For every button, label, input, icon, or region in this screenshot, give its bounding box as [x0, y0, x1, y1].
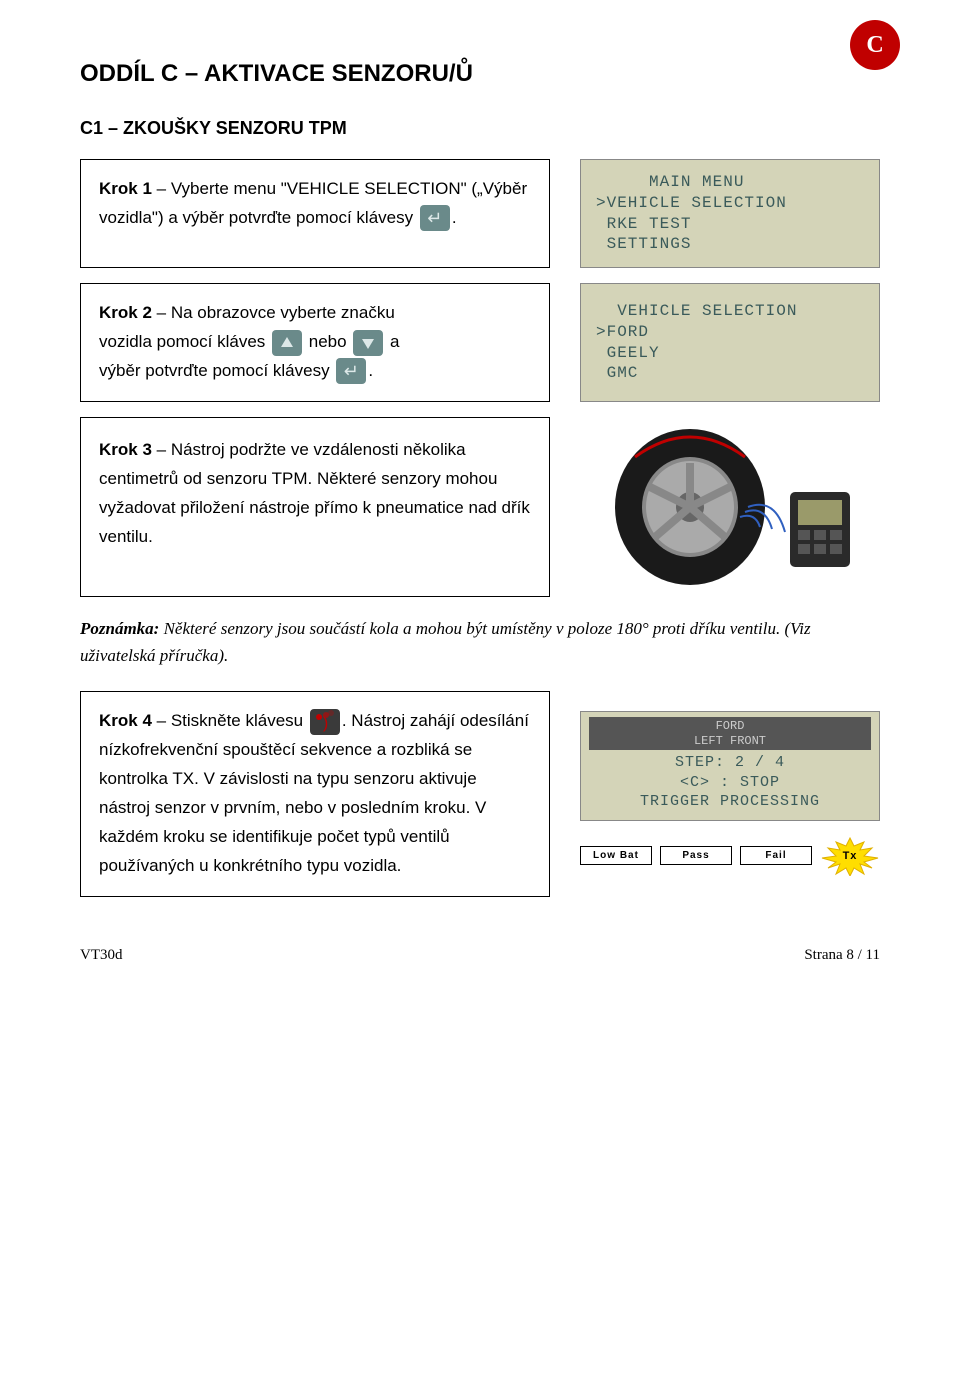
lcd-line: >FORD: [596, 322, 864, 343]
step4-label: Krok 4: [99, 711, 152, 730]
step2-box: Krok 2 – Na obrazovce vyberte značku voz…: [80, 283, 550, 402]
status-row: Low Bat Pass Fail Tx: [580, 836, 880, 876]
step4-t1: – Stiskněte klávesu: [152, 711, 308, 730]
signal-key-icon: [310, 709, 340, 735]
step1-label: Krok 1: [99, 179, 152, 198]
step2-after: .: [368, 361, 373, 380]
step3-row: Krok 3 – Nástroj podržte ve vzdálenosti …: [80, 417, 880, 597]
lcd-b3: TRIGGER PROCESSING: [589, 792, 871, 812]
lcd-h1: FORD: [589, 719, 871, 733]
down-key-icon: [353, 330, 383, 356]
status-fail: Fail: [740, 846, 812, 865]
lcd-b2: <C> : STOP: [589, 773, 871, 793]
lcd-b1: STEP: 2 / 4: [589, 753, 871, 773]
lcd-line: >VEHICLE SELECTION: [596, 193, 864, 214]
step2-t2: vozidla pomocí kláves: [99, 332, 270, 351]
step3-label: Krok 3: [99, 440, 152, 459]
tire-graphic: [580, 417, 880, 597]
enter-key-icon: [420, 205, 450, 231]
footer-right: Strana 8 / 11: [804, 947, 880, 964]
note-body: Některé senzory jsou součástí kola a moh…: [80, 619, 811, 665]
lcd-line: VEHICLE SELECTION: [596, 301, 864, 322]
page-footer: VT30d Strana 8 / 11: [80, 947, 880, 964]
page-title: ODDÍL C – AKTIVACE SENZORU/Ů: [80, 60, 880, 88]
step2-t5: výběr potvrďte pomocí klávesy: [99, 361, 334, 380]
up-key-icon: [272, 330, 302, 356]
note-text: Poznámka: Některé senzory jsou součástí …: [80, 615, 880, 669]
section-badge: C: [850, 20, 900, 70]
step1-text: – Vyberte menu "VEHICLE SELECTION" („Výb…: [99, 179, 527, 227]
step1-after: .: [452, 208, 457, 227]
status-tx-burst: Tx: [820, 836, 880, 876]
status-pass: Pass: [660, 846, 732, 865]
step2-row: Krok 2 – Na obrazovce vyberte značku voz…: [80, 283, 880, 402]
lcd-trigger: FORD LEFT FRONT STEP: 2 / 4 <C> : STOP T…: [580, 711, 880, 820]
lcd-line: MAIN MENU: [596, 172, 864, 193]
note-label: Poznámka:: [80, 619, 159, 638]
footer-left: VT30d: [80, 947, 123, 964]
lcd-h2: LEFT FRONT: [589, 734, 871, 748]
step4-box: Krok 4 – Stiskněte klávesu . Nástroj zah…: [80, 691, 550, 896]
enter-key-icon: [336, 358, 366, 384]
status-lowbat: Low Bat: [580, 846, 652, 865]
lcd-main-menu: MAIN MENU >VEHICLE SELECTION RKE TEST SE…: [580, 159, 880, 268]
step1-box: Krok 1 – Vyberte menu "VEHICLE SELECTION…: [80, 159, 550, 268]
step2-label: Krok 2: [99, 303, 152, 322]
lcd-line: GEELY: [596, 343, 864, 364]
tx-label: Tx: [843, 850, 858, 862]
step2-t4: a: [385, 332, 399, 351]
step4-t2: . Nástroj zahájí odesílání nízkofrekvenč…: [99, 711, 529, 874]
step2-t1: – Na obrazovce vyberte značku: [152, 303, 395, 322]
step4-right-panel: FORD LEFT FRONT STEP: 2 / 4 <C> : STOP T…: [580, 691, 880, 896]
lcd-line: SETTINGS: [596, 234, 864, 255]
step3-text: – Nástroj podržte ve vzdálenosti několik…: [99, 440, 530, 546]
lcd-body: STEP: 2 / 4 <C> : STOP TRIGGER PROCESSIN…: [589, 753, 871, 812]
lcd-header: FORD LEFT FRONT: [589, 717, 871, 750]
lcd-line: RKE TEST: [596, 214, 864, 235]
lcd-line: GMC: [596, 363, 864, 384]
step3-box: Krok 3 – Nástroj podržte ve vzdálenosti …: [80, 417, 550, 597]
lcd-vehicle-selection: VEHICLE SELECTION >FORD GEELY GMC: [580, 283, 880, 402]
step1-row: Krok 1 – Vyberte menu "VEHICLE SELECTION…: [80, 159, 880, 268]
page-subtitle: C1 – ZKOUŠKY SENZORU TPM: [80, 118, 880, 139]
step4-row: Krok 4 – Stiskněte klávesu . Nástroj zah…: [80, 691, 880, 896]
tire-svg-icon: [590, 417, 870, 597]
step2-t3: nebo: [304, 332, 351, 351]
